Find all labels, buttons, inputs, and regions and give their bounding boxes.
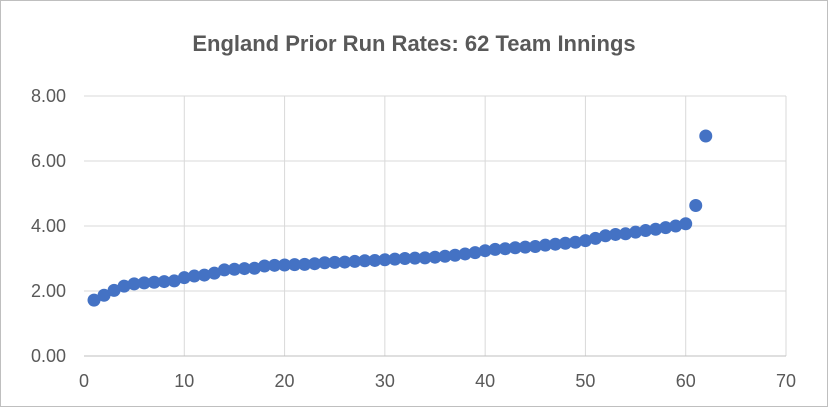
- x-tick-label: 50: [575, 371, 595, 391]
- data-point: [639, 224, 653, 238]
- y-tick-label: 6.00: [31, 151, 66, 171]
- data-point: [338, 255, 352, 269]
- data-point: [97, 288, 111, 302]
- data-point: [227, 262, 241, 276]
- data-point: [508, 241, 522, 255]
- data-point: [348, 254, 362, 268]
- x-tick-label: 60: [676, 371, 696, 391]
- data-point: [659, 221, 673, 235]
- data-point: [187, 269, 201, 283]
- data-point: [448, 248, 462, 262]
- data-point: [568, 235, 582, 249]
- data-point: [378, 253, 392, 267]
- data-point: [528, 239, 542, 253]
- data-point: [308, 257, 322, 271]
- data-point: [87, 293, 101, 307]
- data-point: [207, 266, 221, 280]
- data-point: [147, 275, 161, 289]
- y-tick-label: 2.00: [31, 281, 66, 301]
- data-point: [137, 276, 151, 290]
- y-tick-label: 0.00: [31, 346, 66, 366]
- data-point: [157, 275, 171, 289]
- data-point: [518, 240, 532, 254]
- data-point: [498, 242, 512, 256]
- data-point: [268, 258, 282, 272]
- x-tick-label: 30: [375, 371, 395, 391]
- data-point: [629, 225, 643, 239]
- data-point: [408, 251, 422, 265]
- data-point: [588, 231, 602, 245]
- data-point: [117, 279, 131, 293]
- data-point: [318, 256, 332, 270]
- data-point: [699, 129, 713, 143]
- data-point: [217, 263, 231, 277]
- x-tick-label: 70: [776, 371, 796, 391]
- data-point: [689, 199, 703, 213]
- data-point: [398, 252, 412, 265]
- data-point: [197, 268, 211, 282]
- data-points: [87, 129, 713, 307]
- data-point: [598, 229, 612, 243]
- data-point: [278, 258, 292, 272]
- y-tick-label: 4.00: [31, 216, 66, 236]
- data-point: [368, 253, 382, 267]
- data-point: [548, 237, 562, 251]
- data-point: [247, 261, 261, 275]
- data-point: [458, 247, 472, 261]
- data-point: [328, 255, 342, 269]
- data-point: [619, 227, 633, 241]
- data-point: [669, 219, 683, 233]
- data-point: [298, 257, 312, 271]
- data-point: [649, 222, 663, 236]
- x-tick-label: 40: [475, 371, 495, 391]
- data-point: [679, 217, 693, 231]
- x-tick-label: 0: [79, 371, 89, 391]
- data-point: [107, 283, 121, 297]
- data-point: [258, 259, 272, 273]
- x-tick-label: 10: [174, 371, 194, 391]
- data-point: [418, 251, 432, 265]
- data-point: [428, 250, 442, 264]
- data-point: [558, 236, 572, 250]
- data-point: [438, 249, 452, 263]
- data-point: [358, 254, 372, 268]
- x-tick-label: 20: [275, 371, 295, 391]
- data-point: [388, 252, 402, 266]
- data-point: [609, 227, 623, 241]
- tick-labels: 0 10 20 30 40 50 60 70 0.00 2.00 4.00 6.00 8.00: [31, 86, 796, 391]
- data-point: [177, 271, 191, 285]
- data-point: [167, 274, 181, 288]
- data-point: [578, 234, 592, 248]
- chart-title: England Prior Run Rates: 62 Team Innings: [192, 31, 635, 56]
- data-point: [478, 244, 492, 258]
- data-point: [288, 258, 302, 272]
- data-point: [488, 242, 502, 256]
- data-point: [127, 277, 141, 291]
- data-point: [237, 262, 251, 276]
- data-point: [538, 238, 552, 252]
- y-tick-label: 8.00: [31, 86, 66, 106]
- data-point: [468, 246, 482, 260]
